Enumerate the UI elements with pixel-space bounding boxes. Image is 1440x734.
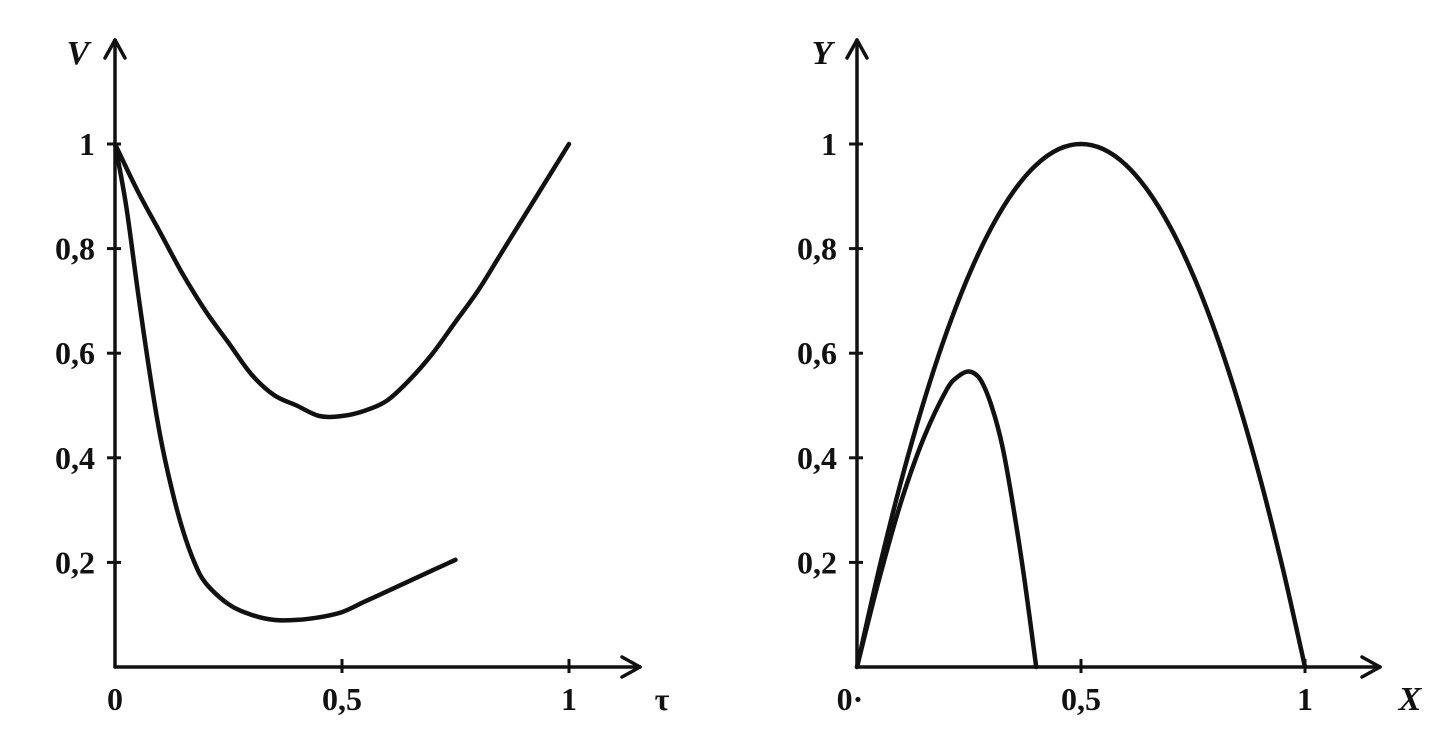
y-axis-arrow: [103, 38, 127, 60]
series-line-0: [112, 141, 572, 420]
x-tick-label: 0,5: [1061, 681, 1101, 717]
x-axis-arrow: [1360, 655, 1382, 679]
origin-label: 0: [107, 681, 123, 717]
x-tick-label: 0,5: [322, 681, 362, 717]
y-tick-label: 0,2: [55, 544, 95, 580]
y-axis-label: Y: [812, 35, 836, 72]
y-tick-label: 0,8: [55, 231, 95, 267]
y-tick-label: 0,2: [797, 544, 837, 580]
x-tick-label: 1: [561, 681, 577, 717]
y-axis-label: V: [67, 35, 92, 72]
series-line-0: [854, 141, 1308, 670]
y-axis-arrow: [845, 38, 869, 60]
x-axis-arrow: [620, 655, 642, 679]
y-tick-label: 0,6: [55, 335, 95, 371]
plot-left: 0,2 0,4 0,6 0,8 1 0,5 1 0 τ V: [55, 35, 670, 717]
series-line-1: [112, 141, 458, 623]
y-tick-label: 1: [821, 126, 837, 162]
y-tick-label: 0,4: [55, 440, 95, 476]
x-tick-label: 1: [1297, 681, 1313, 717]
origin-label: 0·: [837, 681, 864, 717]
x-axis-label: X: [1398, 681, 1423, 718]
y-tick-label: 0,4: [797, 440, 837, 476]
x-axis-label: τ: [655, 681, 670, 717]
series-line-1: [854, 369, 1039, 670]
y-tick-label: 0,8: [797, 231, 837, 267]
y-tick-label: 1: [79, 126, 95, 162]
plot-right: 0,2 0,4 0,6 0,8 1 0,5 1 0· X Y: [797, 35, 1423, 718]
y-tick-label: 0,6: [797, 335, 837, 371]
